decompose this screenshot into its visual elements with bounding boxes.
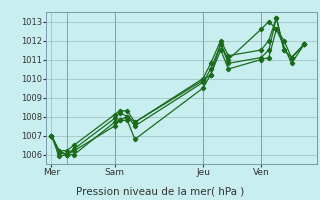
Text: Pression niveau de la mer( hPa ): Pression niveau de la mer( hPa )	[76, 186, 244, 196]
